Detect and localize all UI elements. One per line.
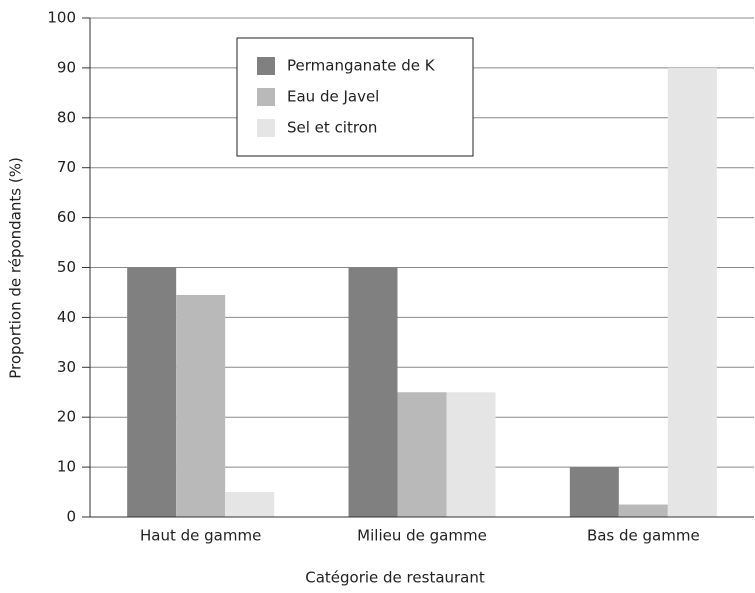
legend-label: Eau de Javel (287, 88, 379, 106)
y-tick-label: 50 (57, 258, 76, 276)
x-axis-label: Catégorie de restaurant (305, 569, 485, 587)
y-tick-label: 20 (57, 408, 76, 426)
y-tick-label: 70 (57, 158, 76, 176)
bar (225, 492, 275, 517)
bar (618, 504, 668, 517)
bar (127, 267, 177, 517)
x-tick-label: Bas de gamme (587, 527, 700, 545)
bar (667, 67, 717, 518)
y-tick-label: 10 (57, 458, 76, 476)
legend-swatch (257, 57, 275, 75)
legend-swatch (257, 119, 275, 137)
legend-box (236, 37, 474, 157)
bar (348, 267, 398, 517)
y-tick-label: 30 (57, 358, 76, 376)
y-tick-label: 100 (47, 9, 76, 27)
y-axis-label: Proportion de répondants (%) (7, 157, 25, 379)
bar (569, 467, 619, 517)
x-tick-label: Milieu de gamme (357, 527, 487, 545)
y-tick-label: 80 (57, 108, 76, 126)
y-tick-label: 60 (57, 208, 76, 226)
y-tick-label: 90 (57, 58, 76, 76)
bar (446, 392, 496, 517)
legend-label: Permanganate de K (287, 57, 436, 75)
y-tick-label: 40 (57, 308, 76, 326)
x-tick-label: Haut de gamme (140, 527, 261, 545)
legend-label: Sel et citron (287, 119, 377, 137)
bar (397, 392, 447, 517)
bar (176, 294, 226, 517)
legend-swatch (257, 88, 275, 106)
y-tick-label: 0 (66, 508, 76, 526)
